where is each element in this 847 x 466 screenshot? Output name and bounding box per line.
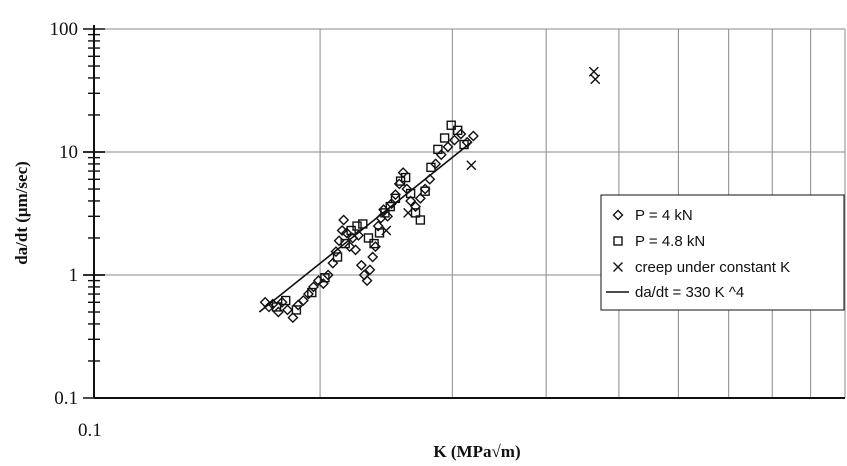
data-point-cross bbox=[590, 74, 601, 85]
legend-label: P = 4.8 kN bbox=[635, 233, 705, 250]
data-point-diamond bbox=[361, 275, 373, 287]
data-point-diamond bbox=[338, 214, 350, 226]
data-point-diamond bbox=[467, 130, 479, 142]
data-point-diamond bbox=[367, 251, 379, 263]
x-axis-title: K (MPa√m) bbox=[433, 442, 520, 461]
data-point-square bbox=[281, 295, 291, 306]
y-tick-label: 100 bbox=[50, 19, 79, 40]
x-tick-label: 0.1 bbox=[78, 420, 102, 441]
data-point-square bbox=[291, 305, 302, 315]
data-point-diamond bbox=[419, 183, 431, 195]
axes-layer bbox=[93, 25, 845, 399]
legend-label: creep under constant K bbox=[635, 259, 790, 276]
data-point-cross bbox=[381, 225, 392, 236]
data-point-square bbox=[420, 186, 430, 196]
data-point-square bbox=[352, 221, 362, 231]
y-tick-label: 0.1 bbox=[54, 388, 78, 409]
data-point-square bbox=[369, 238, 379, 249]
data-point-square bbox=[385, 201, 395, 212]
data-point-diamond bbox=[372, 220, 384, 232]
data-point-square bbox=[363, 233, 374, 243]
y-tick-label: 1 bbox=[69, 265, 79, 286]
data-point-square bbox=[446, 120, 456, 130]
data-point-square bbox=[426, 162, 436, 173]
legend-label: da/dt = 330 K ^4 bbox=[635, 284, 744, 301]
data-point-cross bbox=[466, 160, 477, 171]
data-point-square bbox=[358, 219, 368, 229]
legend: P = 4 kN P = 4.8 kN creep under constant K… bbox=[600, 194, 845, 311]
data-point-square bbox=[340, 238, 350, 249]
data-point-square bbox=[410, 208, 421, 218]
y-axis-title: da/dt (μm/sec) bbox=[12, 161, 31, 265]
label-layer: K (MPa√m) da/dt (μm/sec) 0.1 1 10 100 0.1 bbox=[12, 19, 521, 461]
data-point-square bbox=[453, 125, 463, 136]
data-point-diamond bbox=[333, 235, 345, 247]
data-point-diamond bbox=[297, 295, 309, 307]
data-point-diamond bbox=[355, 259, 367, 271]
data-point-diamond bbox=[410, 201, 422, 213]
legend-label: P = 4 kN bbox=[635, 207, 693, 224]
data-point-cross bbox=[403, 207, 414, 218]
data-point-diamond bbox=[307, 281, 319, 293]
data-point-diamond bbox=[455, 128, 467, 140]
fit-line bbox=[258, 141, 472, 313]
legend-marker-square bbox=[613, 236, 623, 246]
data-point-diamond bbox=[442, 141, 454, 153]
data-point-diamond bbox=[364, 264, 376, 276]
data-point-diamond bbox=[330, 246, 342, 258]
data-point-diamond bbox=[405, 195, 417, 207]
data-point-square bbox=[380, 208, 390, 218]
data-point-square bbox=[433, 144, 443, 155]
data-point-diamond bbox=[397, 167, 409, 179]
data-point-square bbox=[332, 252, 343, 262]
tick-layer bbox=[83, 28, 105, 399]
data-point-square bbox=[271, 302, 282, 312]
data-point-diamond bbox=[414, 192, 426, 204]
data-point-diamond bbox=[287, 312, 299, 324]
data-point-diamond bbox=[389, 189, 401, 201]
data-point-diamond bbox=[282, 304, 294, 316]
data-point-diamond bbox=[292, 299, 304, 311]
data-point-diamond bbox=[382, 210, 394, 222]
data-point-diamond bbox=[272, 306, 284, 318]
data-point-square bbox=[320, 273, 330, 283]
legend-marker-diamond bbox=[612, 209, 624, 221]
data-point-square bbox=[400, 172, 411, 183]
data-point-diamond bbox=[276, 296, 288, 308]
data-point-square bbox=[415, 215, 426, 225]
data-point-cross bbox=[588, 66, 599, 77]
data-point-diamond bbox=[341, 227, 353, 239]
data-point-diamond bbox=[344, 241, 356, 253]
data-point-diamond bbox=[448, 134, 460, 146]
data-layer bbox=[258, 66, 601, 324]
data-point-diamond bbox=[302, 288, 314, 300]
y-tick-label: 10 bbox=[59, 142, 78, 163]
data-point-diamond bbox=[350, 244, 362, 256]
data-point-square bbox=[439, 133, 450, 143]
legend-marker-cross bbox=[613, 262, 623, 272]
legend-box bbox=[600, 194, 845, 311]
data-point-square bbox=[307, 287, 317, 298]
